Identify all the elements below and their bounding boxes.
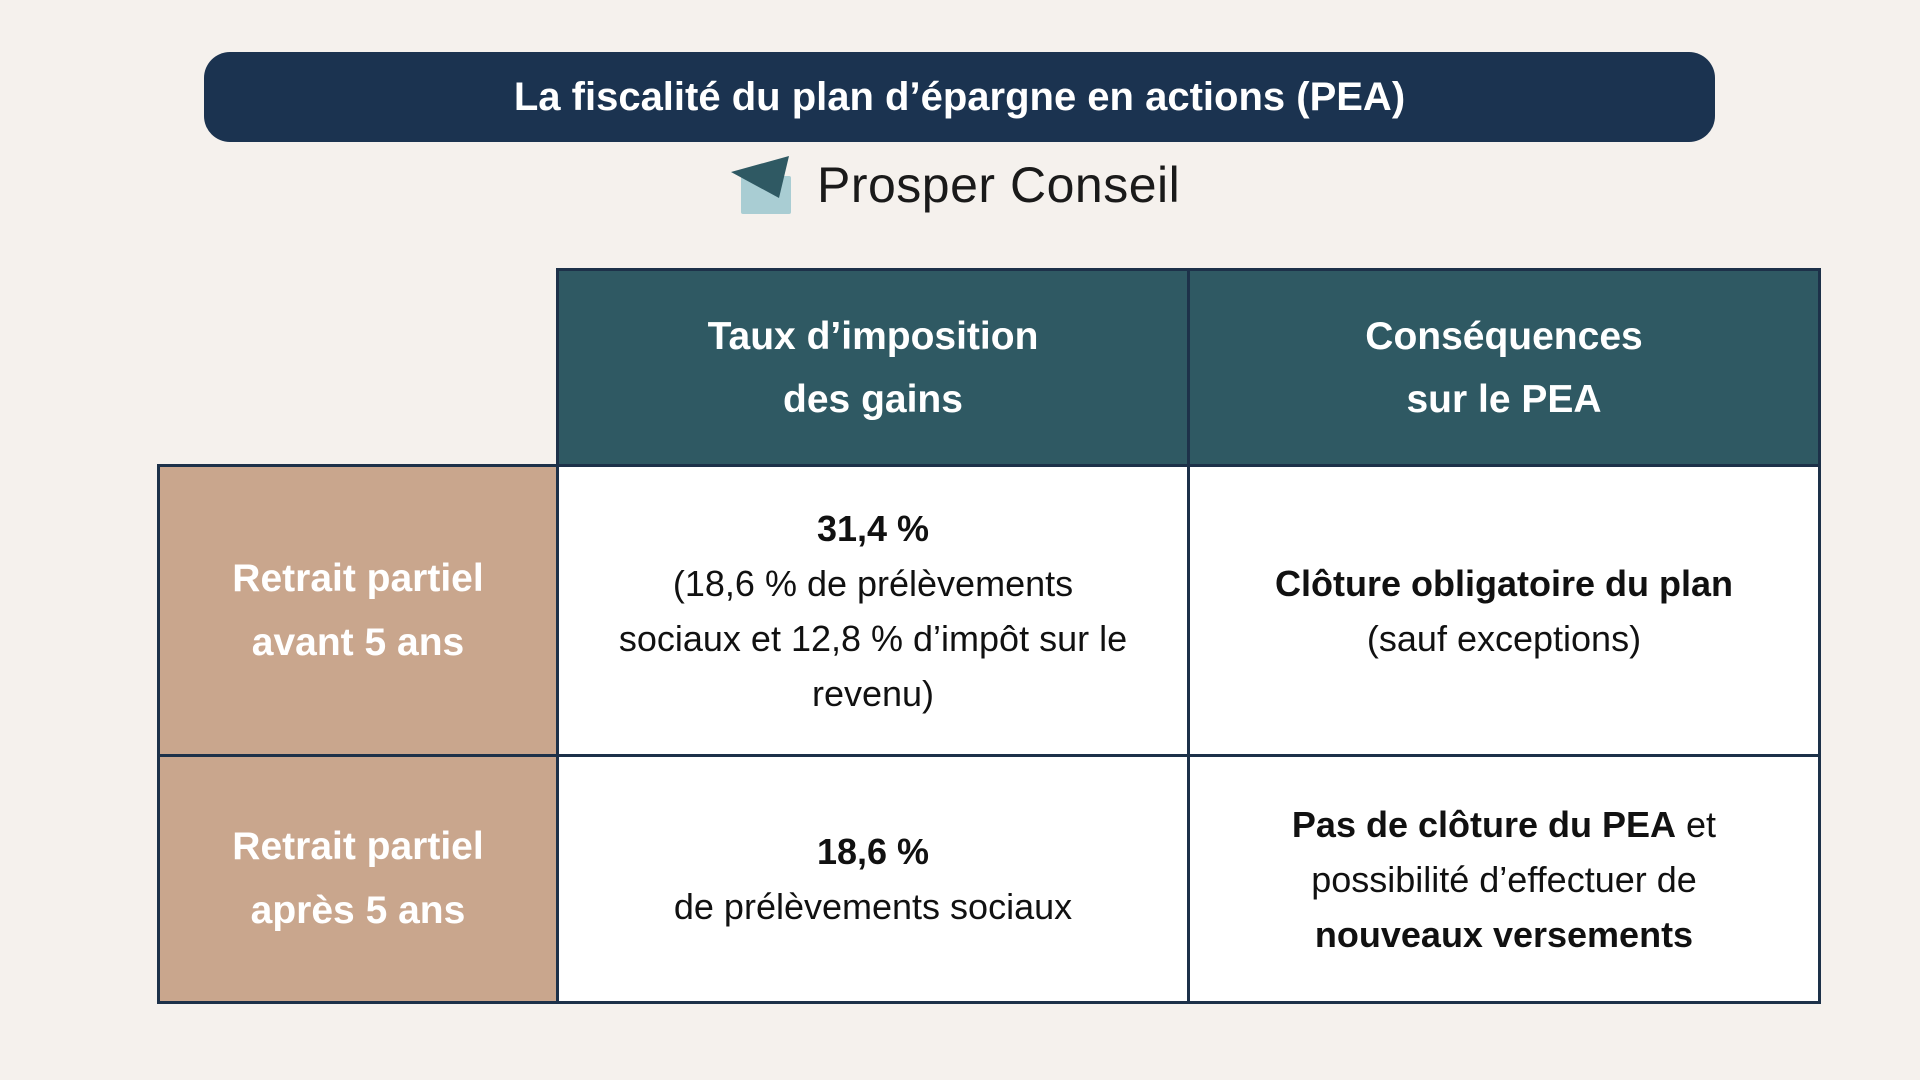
header-tax-rate: Taux d’imposition des gains [556, 268, 1190, 467]
brand-name: Prosper Conseil [817, 157, 1181, 213]
header-consequences: Conséquences sur le PEA [1187, 268, 1821, 467]
page-title: La fiscalité du plan d’épargne en action… [513, 74, 1406, 119]
table-row: Retrait partiel avant 5 ans 31,4 % (18,6 %… [157, 464, 1821, 757]
consequence-cell: Pas de clôture du PEA et possibilité d’e… [1187, 754, 1821, 1004]
row-label: Retrait partiel avant 5 ans [157, 464, 559, 757]
consequence-cell: Clôture obligatoire du plan (sauf excepti… [1187, 464, 1821, 757]
brand-logo: Prosper Conseil [731, 152, 1180, 218]
tax-rate-cell: 18,6 % de prélèvements sociaux [556, 754, 1190, 1004]
tax-table: Taux d’imposition des gains Conséquences s… [157, 268, 1821, 1004]
paper-plane-logo-icon [731, 156, 791, 214]
table-header-row: Taux d’imposition des gains Conséquences s… [158, 268, 1821, 467]
title-banner: La fiscalité du plan d’épargne en action… [204, 52, 1715, 142]
row-label: Retrait partiel après 5 ans [157, 754, 559, 1004]
empty-corner [158, 269, 559, 467]
tax-rate-cell: 31,4 % (18,6 % de prélèvements sociaux et… [556, 464, 1190, 757]
table-row: Retrait partiel après 5 ans 18,6 % de prél… [157, 754, 1821, 1004]
